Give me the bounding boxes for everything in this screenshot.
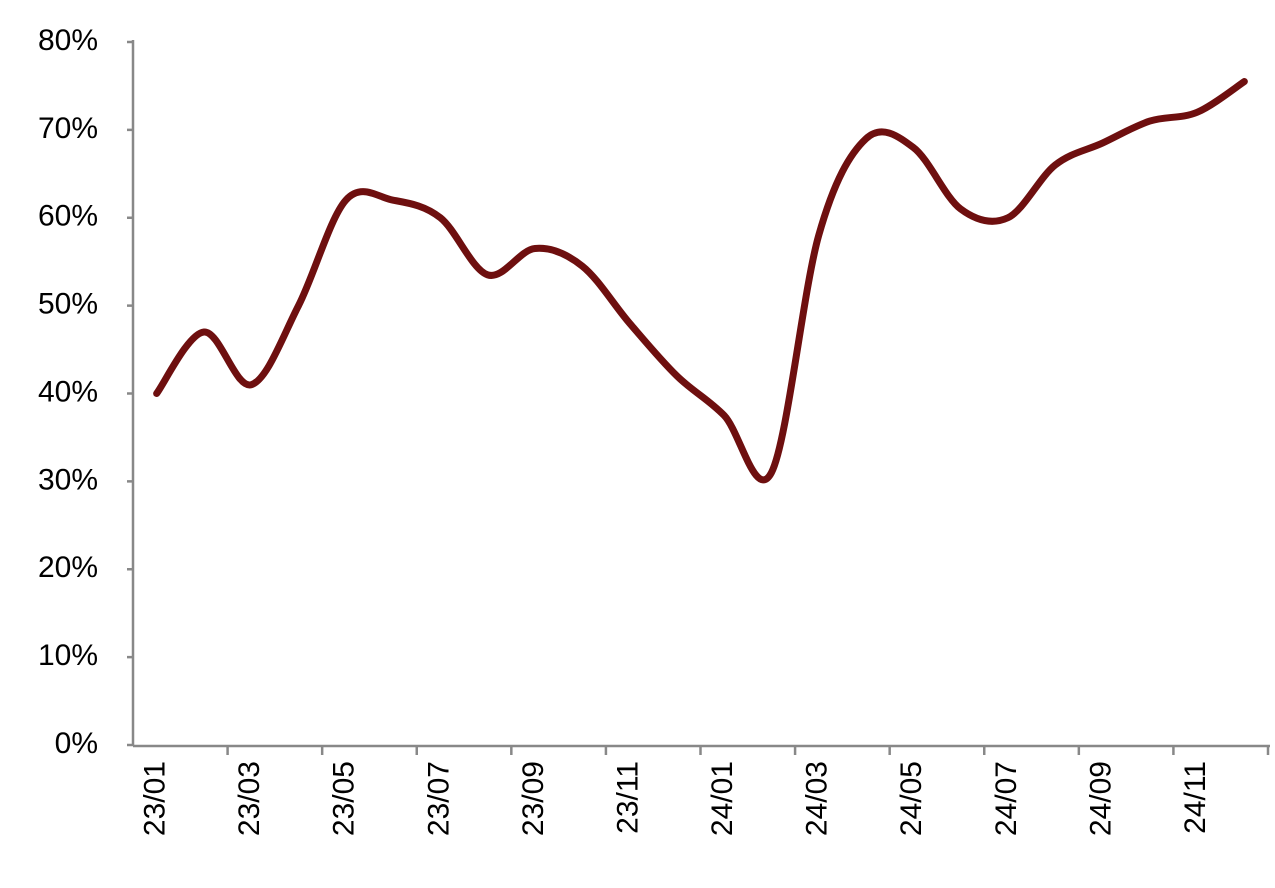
x-tick-label: 24/07 [990, 761, 1023, 836]
y-tick-label: 10% [38, 639, 98, 672]
x-tick-label: 23/09 [517, 761, 550, 836]
y-tick-label: 40% [38, 375, 98, 408]
x-tick-label: 23/01 [139, 761, 172, 836]
x-tick-label: 23/03 [233, 761, 266, 836]
line-series [153, 78, 1248, 484]
x-tick-label: 23/07 [422, 761, 455, 836]
x-tick-label: 24/01 [706, 761, 739, 836]
y-tick-label: 50% [38, 288, 98, 321]
x-tick-label: 24/09 [1084, 761, 1117, 836]
x-tick-label: 23/11 [611, 761, 644, 834]
y-tick-label: 70% [38, 112, 98, 145]
x-tick-label: 24/05 [895, 761, 928, 836]
y-tick-label: 30% [38, 463, 98, 496]
x-tick-label: 23/05 [328, 761, 361, 836]
y-tick-label: 80% [38, 24, 98, 57]
y-tick-label: 60% [38, 200, 98, 233]
y-tick-label: 0% [55, 727, 98, 760]
x-tick-label: 24/03 [801, 761, 834, 836]
y-tick-label: 20% [38, 551, 98, 584]
x-tick-label: 24/11 [1179, 761, 1212, 834]
